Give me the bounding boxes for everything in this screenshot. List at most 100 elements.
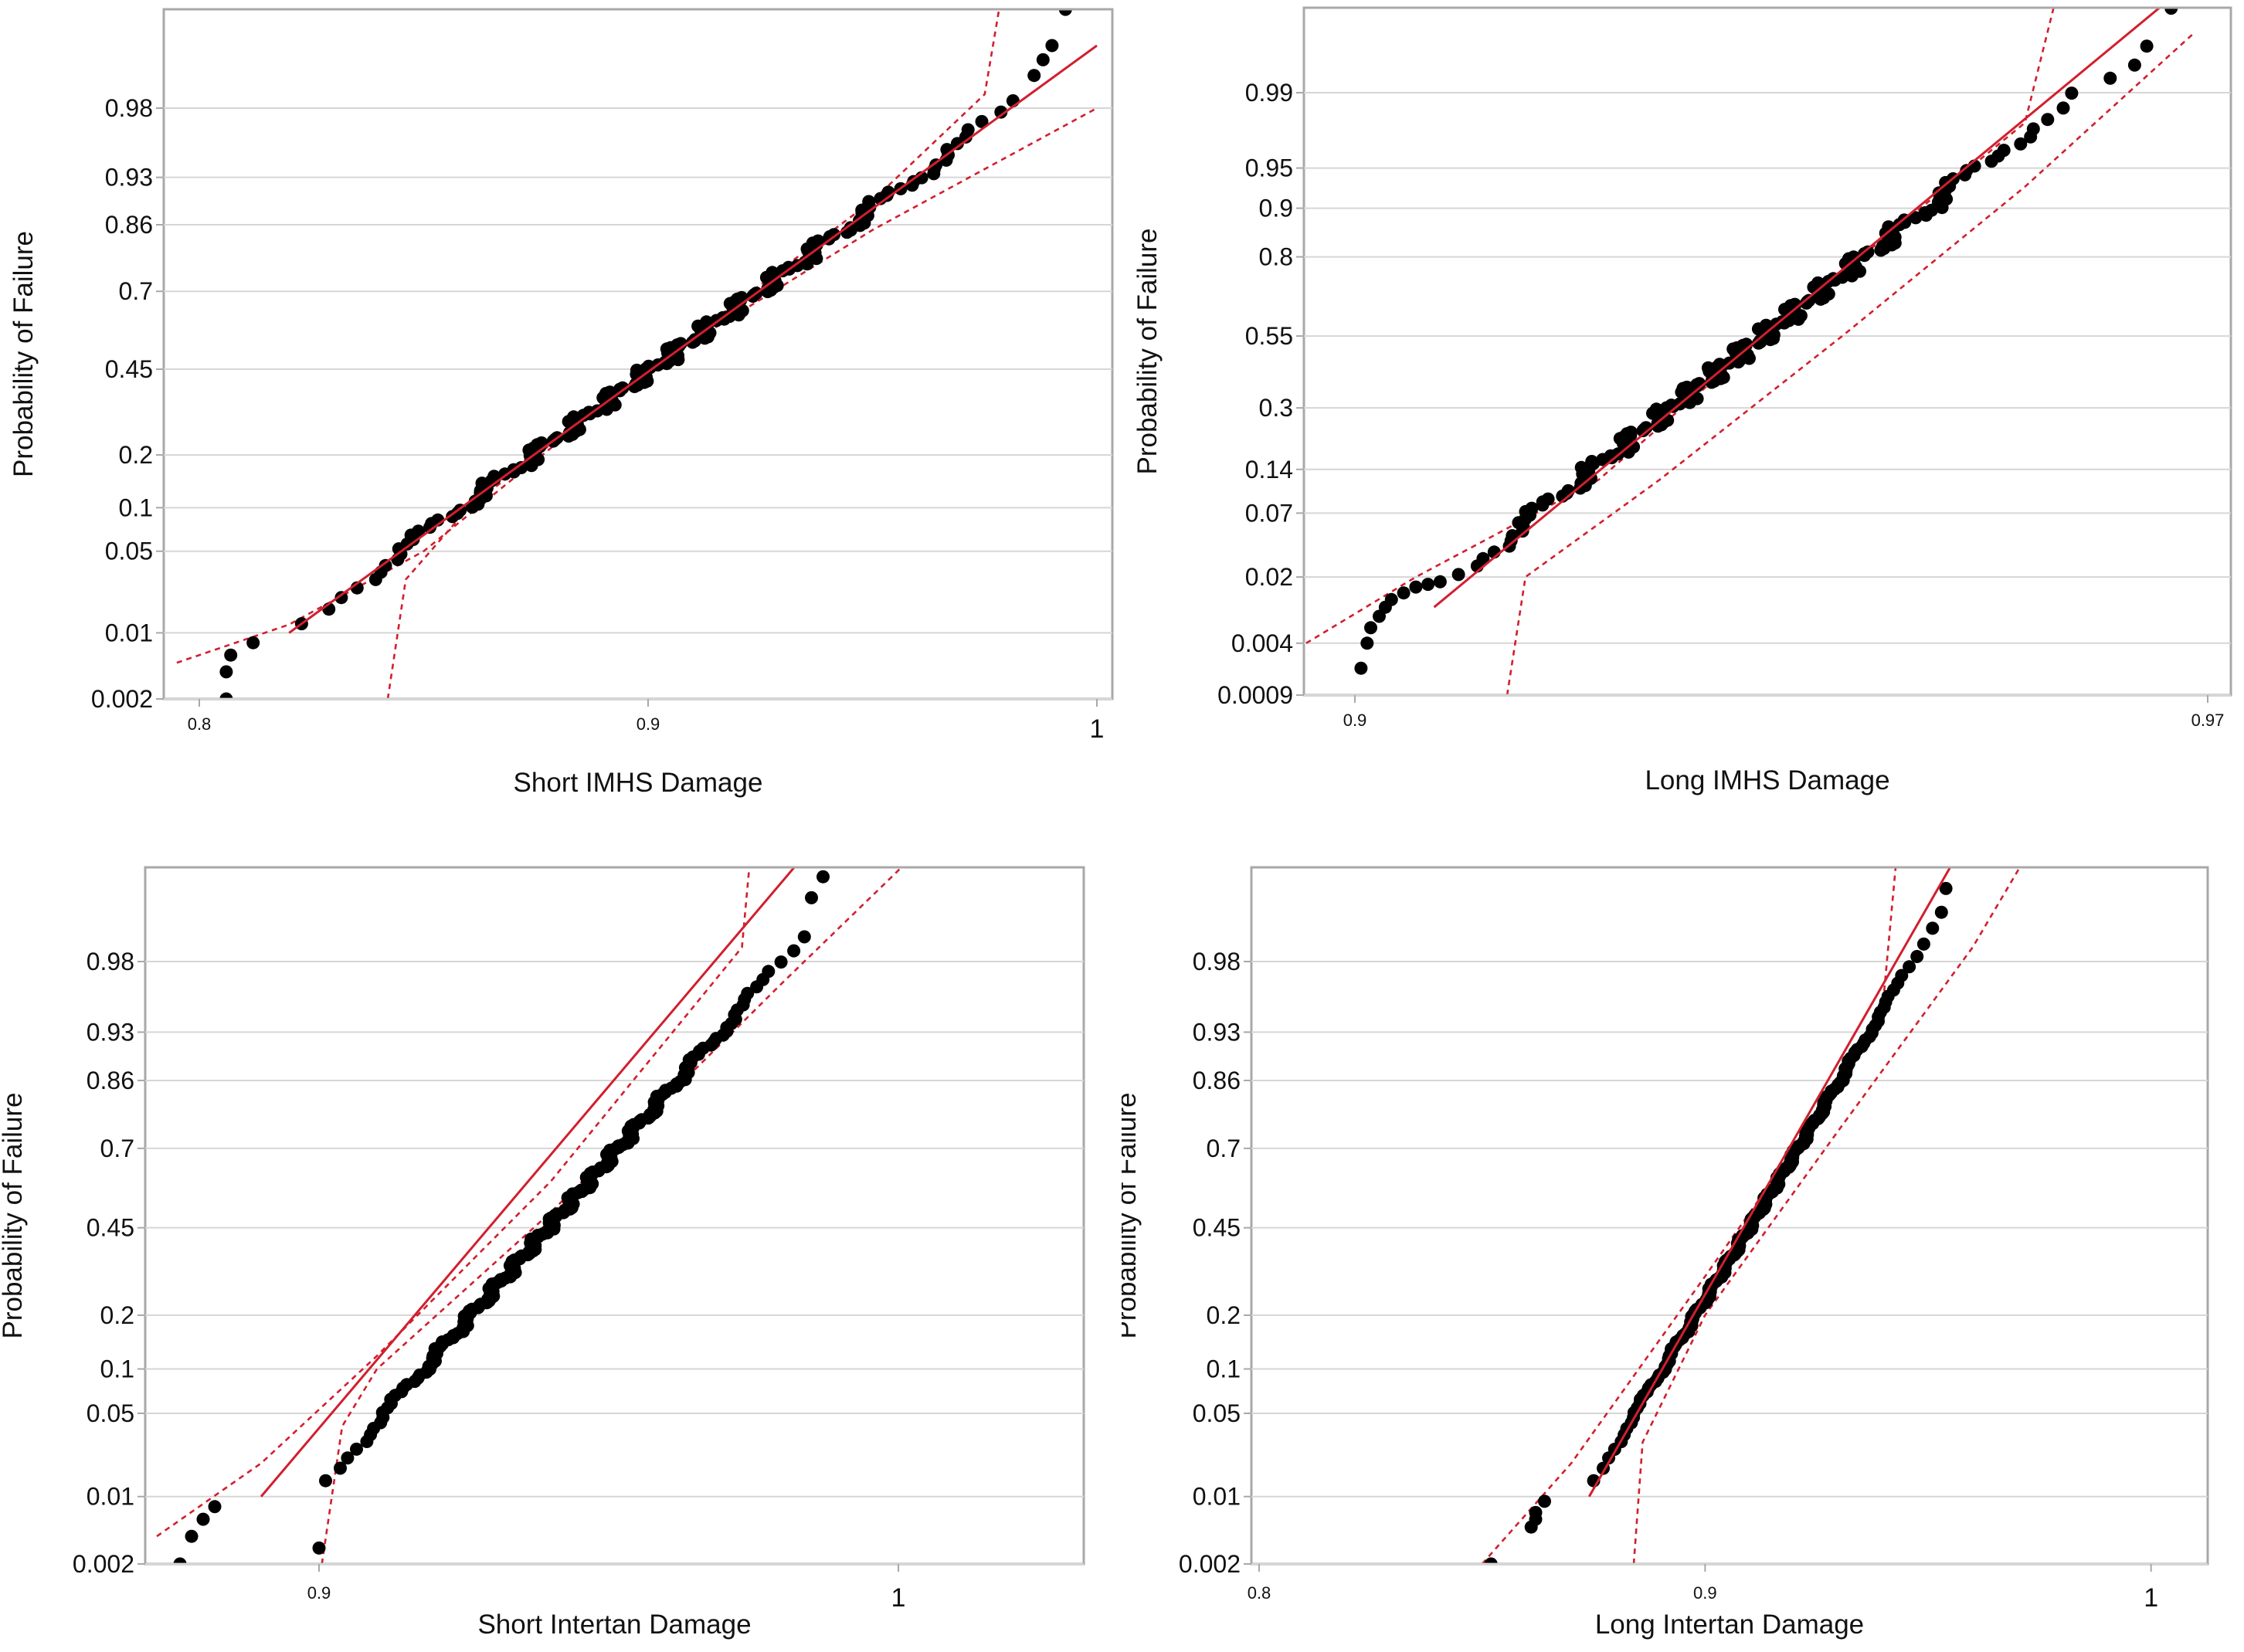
chart-short-imhs: 0.98 0.93 0.86 0.7 0.45 0.2 0.1 0.05 0.01 0.002 0.… bbox=[8, 8, 1114, 798]
data-point-outlier bbox=[1397, 586, 1411, 600]
plot-area bbox=[1305, 8, 2197, 694]
y-tick-label-0p0009: 0.0009 bbox=[1217, 681, 1293, 709]
data-point bbox=[741, 986, 755, 1000]
data-point-outlier bbox=[1433, 575, 1447, 589]
data-point bbox=[961, 123, 975, 137]
y-tick-label-0p02: 0.02 bbox=[1245, 563, 1293, 591]
y-tick-label-0p01: 0.01 bbox=[105, 619, 153, 646]
data-point-outlier bbox=[2127, 58, 2141, 72]
data-point-outlier bbox=[1944, 854, 1957, 867]
data-point bbox=[2065, 87, 2079, 100]
data-point-outlier bbox=[312, 1541, 326, 1555]
y-tick-label-0p7: 0.7 bbox=[100, 1135, 134, 1162]
data-point bbox=[616, 381, 630, 395]
y-tick-label-0p1: 0.1 bbox=[100, 1355, 134, 1382]
data-point bbox=[1916, 937, 1930, 951]
chart-panel-short-intertan: 0.98 0.93 0.86 0.7 0.45 0.2 0.1 0.05 0.01 0.002 0.… bbox=[0, 830, 1122, 1648]
data-point bbox=[1895, 968, 1909, 982]
y-tick-label-0p7: 0.7 bbox=[1207, 1135, 1241, 1162]
y-tick-label-0p7: 0.7 bbox=[119, 277, 153, 305]
data-point-outlier bbox=[185, 1529, 199, 1543]
data-point-outlier bbox=[196, 1512, 210, 1526]
data-point-outlier bbox=[1409, 580, 1423, 594]
data-point bbox=[975, 114, 989, 128]
data-point bbox=[1903, 960, 1916, 974]
data-point-outlier bbox=[1939, 881, 1953, 895]
x-axis-title: Long IMHS Damage bbox=[1645, 765, 1889, 795]
y-tick-label-0p01: 0.01 bbox=[1193, 1483, 1241, 1511]
data-point bbox=[797, 930, 811, 944]
y-tick-label-0p98: 0.98 bbox=[105, 94, 153, 122]
y-tick-label-0p2: 0.2 bbox=[100, 1301, 134, 1329]
y-tick-label-0p2: 0.2 bbox=[119, 441, 153, 469]
x-axis-title: Long Intertan Damage bbox=[1595, 1610, 1864, 1640]
y-tick-label-0p98: 0.98 bbox=[87, 948, 134, 975]
data-point-outlier bbox=[805, 890, 818, 904]
fit-line bbox=[260, 868, 795, 1498]
data-point bbox=[379, 558, 392, 572]
data-point bbox=[1525, 501, 1539, 515]
data-point bbox=[1541, 492, 1555, 506]
y-tick-label-0p86: 0.86 bbox=[87, 1067, 134, 1094]
data-point-outlier bbox=[219, 665, 233, 679]
ci-upper-line bbox=[1482, 868, 1897, 1563]
data-point-outlier bbox=[2103, 71, 2117, 85]
ci-upper-line bbox=[156, 868, 751, 1538]
plot-frame bbox=[144, 866, 1085, 1565]
data-point bbox=[1802, 293, 1816, 307]
y-tick-label-0p002: 0.002 bbox=[1179, 1550, 1241, 1578]
data-point bbox=[535, 436, 548, 449]
y-tick-label-0p01: 0.01 bbox=[87, 1483, 134, 1511]
data-point bbox=[929, 158, 943, 172]
data-point bbox=[994, 105, 1008, 119]
x-tick-label-0p9: 0.9 bbox=[1343, 711, 1367, 730]
y-tick-label-0p3: 0.3 bbox=[1259, 394, 1293, 422]
data-point bbox=[735, 290, 749, 304]
y-tick-label-0p45: 0.45 bbox=[105, 355, 153, 383]
data-point bbox=[1585, 455, 1599, 468]
data-point bbox=[1847, 250, 1861, 264]
data-point bbox=[2041, 113, 2055, 127]
y-tick-label-0p004: 0.004 bbox=[1231, 629, 1293, 657]
data-point-outlier bbox=[1036, 53, 1050, 66]
y-tick-label-0p55: 0.55 bbox=[1245, 322, 1293, 350]
y-axis-title: Probability of Failure bbox=[1132, 228, 1163, 474]
y-tick-label-0p05: 0.05 bbox=[105, 538, 153, 565]
y-tick-label-0p1: 0.1 bbox=[119, 494, 153, 521]
data-point bbox=[1910, 950, 1924, 963]
plot-area bbox=[156, 830, 922, 1563]
data-point bbox=[319, 1474, 332, 1487]
y-axis-title: Probability of Failure bbox=[1122, 1092, 1142, 1338]
data-point bbox=[1680, 380, 1694, 394]
data-point bbox=[1451, 568, 1465, 582]
chart-short-intertan: 0.98 0.93 0.86 0.7 0.45 0.2 0.1 0.05 0.01 0.002 0.… bbox=[0, 830, 1085, 1640]
plot-area bbox=[1482, 854, 2021, 1563]
data-point-outlier bbox=[1384, 592, 1398, 606]
y-tick-label-0p05: 0.05 bbox=[1193, 1399, 1241, 1427]
y-tick-label-0p98: 0.98 bbox=[1193, 948, 1241, 975]
y-tick-label-0p45: 0.45 bbox=[87, 1214, 134, 1242]
data-point bbox=[1759, 318, 1773, 332]
data-point bbox=[766, 266, 779, 280]
data-point bbox=[334, 1461, 347, 1475]
y-tick-label-0p1: 0.1 bbox=[1207, 1355, 1241, 1382]
data-point-outlier bbox=[219, 692, 233, 698]
ci-lower-line bbox=[1632, 868, 2021, 1563]
chart-panel-long-intertan: 0.98 0.93 0.86 0.7 0.45 0.2 0.1 0.05 0.01 0.002 0.… bbox=[1112, 830, 2244, 1648]
data-point-outlier bbox=[909, 830, 922, 842]
data-point-outlier bbox=[208, 1500, 222, 1514]
plot-area bbox=[176, 10, 1098, 698]
data-point-outlier bbox=[2140, 39, 2154, 53]
y-tick-label-0p07: 0.07 bbox=[1245, 499, 1293, 527]
x-tick-label-0p97: 0.97 bbox=[2191, 711, 2225, 730]
y-tick-label-0p8: 0.8 bbox=[1259, 243, 1293, 271]
data-point bbox=[787, 944, 801, 958]
data-point bbox=[1997, 144, 2011, 158]
y-tick-label-0p86: 0.86 bbox=[105, 211, 153, 239]
fit-line bbox=[1433, 8, 2161, 609]
data-point-outlier bbox=[1926, 921, 1940, 935]
x-tick-label-0p8: 0.8 bbox=[1248, 1583, 1271, 1603]
data-point-outlier bbox=[1027, 69, 1041, 83]
data-point bbox=[762, 965, 776, 979]
data-point-outlier bbox=[1484, 1557, 1498, 1563]
